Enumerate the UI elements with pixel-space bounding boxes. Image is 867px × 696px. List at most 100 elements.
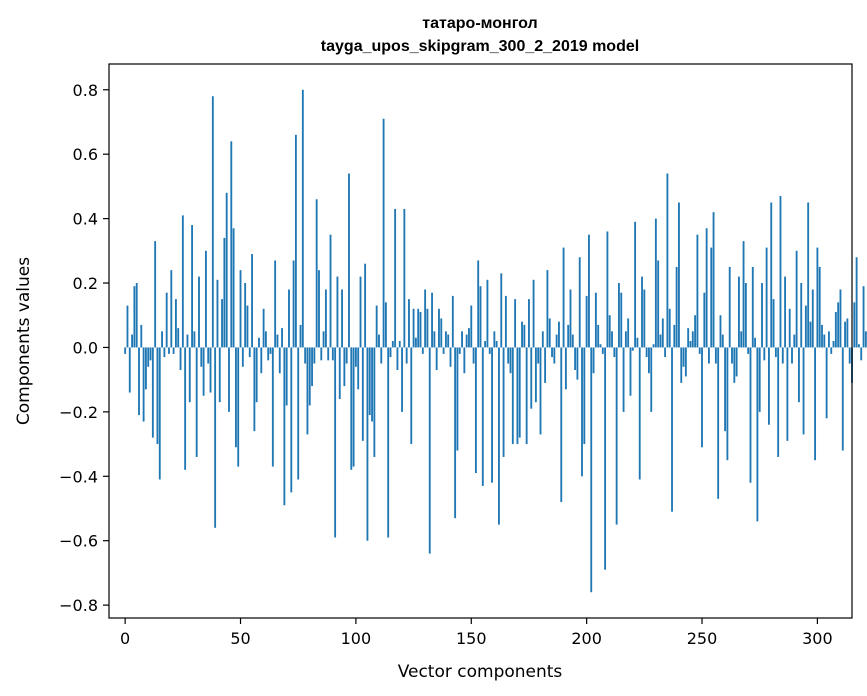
bar: [463, 347, 466, 374]
bar: [599, 344, 602, 348]
bar: [781, 347, 784, 364]
bar: [131, 334, 133, 348]
bar: [502, 347, 505, 457]
x-tick-label: 200: [571, 629, 602, 648]
bar: [770, 202, 773, 348]
bar: [124, 347, 127, 354]
bar: [366, 347, 369, 541]
y-tick-label: 0.4: [73, 210, 98, 229]
bar: [481, 347, 484, 486]
bar: [615, 347, 618, 525]
bar: [417, 308, 420, 348]
bar: [269, 347, 272, 354]
x-tick-label: 100: [341, 629, 372, 648]
bar: [440, 318, 443, 348]
bar: [571, 334, 574, 348]
bar: [149, 347, 152, 361]
bar: [668, 308, 671, 348]
bar: [306, 347, 309, 435]
bar: [304, 347, 307, 364]
bar: [689, 341, 692, 348]
bar: [834, 312, 837, 348]
bar: [712, 212, 715, 348]
bar: [841, 347, 844, 451]
bar: [191, 225, 193, 348]
bar: [511, 347, 514, 445]
bar: [530, 347, 533, 409]
bar: [821, 324, 823, 348]
bar: [560, 347, 563, 503]
bar: [717, 347, 720, 499]
bar: [391, 341, 394, 348]
bar: [267, 347, 270, 361]
bar: [278, 347, 281, 374]
plot-frame: [108, 63, 853, 619]
bar: [514, 299, 517, 348]
bar: [703, 292, 706, 348]
bar: [618, 283, 620, 348]
bar: [825, 347, 828, 419]
bar: [659, 334, 662, 348]
bar: [814, 347, 817, 461]
y-tick-label: −0.8: [59, 596, 98, 615]
bar: [585, 295, 588, 348]
bar: [421, 347, 424, 354]
bar: [696, 234, 699, 348]
bar: [223, 237, 226, 348]
bar: [631, 347, 634, 351]
y-axis-label: Components values: [14, 257, 34, 425]
bar: [768, 347, 770, 425]
bar: [264, 331, 267, 348]
bar: [581, 347, 583, 477]
bar: [772, 299, 775, 348]
bar: [798, 347, 800, 403]
bar: [731, 347, 733, 364]
bar: [738, 276, 740, 348]
bar: [816, 247, 819, 348]
bar: [763, 347, 766, 361]
bar: [454, 347, 457, 519]
bar: [198, 276, 200, 348]
bar: [539, 347, 542, 435]
bar: [837, 302, 840, 348]
bar: [661, 318, 664, 348]
bar: [311, 347, 313, 387]
bar: [613, 347, 616, 358]
bar: [567, 324, 570, 348]
bar: [221, 299, 223, 348]
bar: [528, 299, 530, 348]
bar: [424, 289, 427, 348]
bar: [468, 328, 470, 348]
bar: [682, 347, 685, 367]
bar: [348, 173, 350, 348]
bar: [419, 312, 422, 348]
bar: [634, 221, 637, 348]
bar: [493, 331, 496, 348]
bar: [357, 347, 360, 390]
bar: [179, 347, 182, 370]
bar: [234, 347, 237, 448]
bar: [324, 289, 327, 348]
bar: [315, 199, 318, 348]
bar: [786, 347, 789, 441]
x-tick-label: 250: [687, 629, 718, 648]
bar: [765, 247, 768, 348]
bar: [294, 134, 297, 348]
bar: [691, 331, 694, 348]
bar: [181, 215, 184, 348]
bar: [449, 347, 452, 367]
bar: [624, 331, 627, 348]
bar: [168, 347, 170, 354]
bar: [447, 334, 450, 348]
bar: [719, 315, 722, 348]
bar: [795, 250, 798, 348]
bar: [636, 337, 639, 348]
bar: [744, 283, 747, 348]
bar: [184, 347, 187, 470]
bar: [209, 347, 212, 393]
bar: [444, 331, 447, 348]
bar: [345, 347, 348, 364]
bar: [285, 347, 288, 406]
bar: [680, 347, 683, 383]
bar: [645, 347, 648, 358]
